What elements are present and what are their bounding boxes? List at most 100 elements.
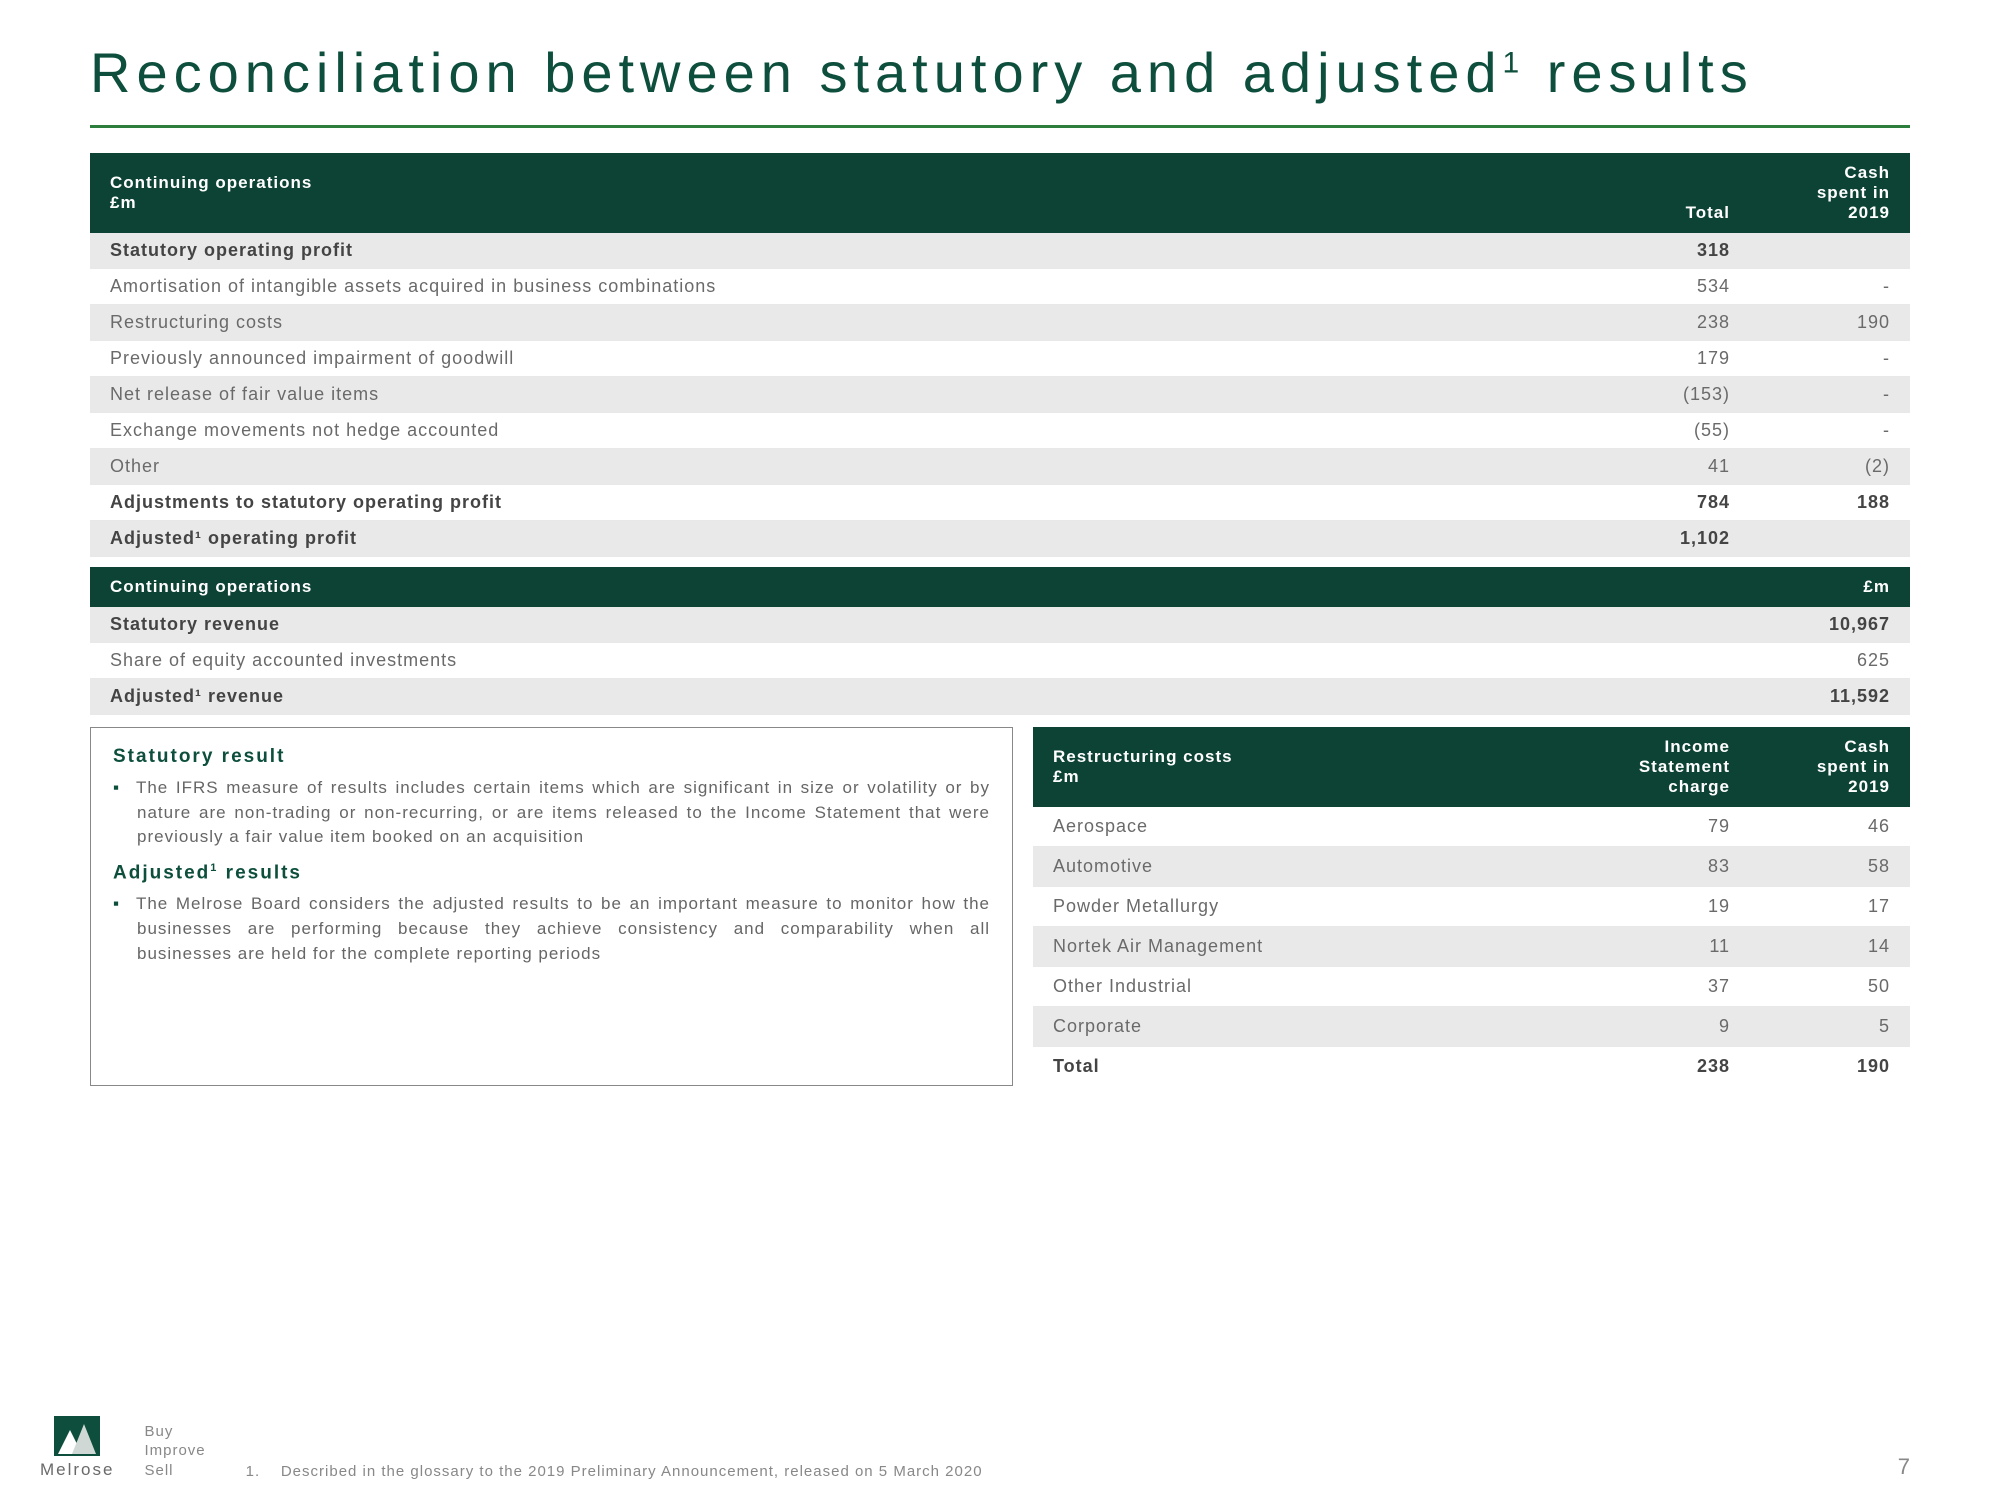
row-c1: 79: [1590, 807, 1750, 847]
adj-h-post: results: [218, 862, 302, 883]
row-cash: [1750, 233, 1910, 269]
row-cash: -: [1750, 413, 1910, 449]
row-cash: [1750, 521, 1910, 557]
row-total: (55): [1590, 413, 1750, 449]
row-val: 625: [1750, 643, 1910, 679]
adjusted-heading: Adjusted1 results: [113, 862, 990, 884]
row-c2: 5: [1750, 1007, 1910, 1047]
table-row: Statutory operating profit318: [90, 233, 1910, 269]
table-row: Adjusted¹ operating profit1,102: [90, 521, 1910, 557]
statutory-heading: Statutory result: [113, 746, 990, 768]
row-c2: 46: [1750, 807, 1910, 847]
table-row: Previously announced impairment of goodw…: [90, 341, 1910, 377]
row-c2: 50: [1750, 967, 1910, 1007]
adjusted-text: The Melrose Board considers the adjusted…: [137, 892, 990, 966]
row-cash: -: [1750, 269, 1910, 305]
row-c2: 14: [1750, 927, 1910, 967]
t1-hdr-c2a: Cash: [1770, 163, 1890, 183]
t2-hdr-label: Continuing operations: [90, 567, 1750, 607]
t3-c2b: spent in: [1770, 757, 1890, 777]
logo-text: Melrose: [40, 1460, 114, 1480]
restructuring-table: Restructuring costs £m Income Statement …: [1033, 727, 1910, 1086]
t3-c1b: Statement: [1610, 757, 1730, 777]
table-row: Exchange movements not hedge accounted(5…: [90, 413, 1910, 449]
table-row: Other Industrial3750: [1033, 967, 1910, 1007]
t3-total-row: Total 238 190: [1033, 1047, 1910, 1087]
row-total: 179: [1590, 341, 1750, 377]
row-total: 784: [1590, 485, 1750, 521]
row-cash: 188: [1750, 485, 1910, 521]
row-cash: -: [1750, 341, 1910, 377]
row-label: Other: [90, 449, 1590, 485]
row-val: 10,967: [1750, 607, 1910, 643]
table-row: Nortek Air Management1114: [1033, 927, 1910, 967]
t1-hdr-col1: Total: [1590, 153, 1750, 233]
adj-h-pre: Adjusted: [113, 862, 210, 883]
table3-header: Restructuring costs £m Income Statement …: [1033, 727, 1910, 807]
row-label: Automotive: [1033, 847, 1590, 887]
row-label: Other Industrial: [1033, 967, 1590, 1007]
bis-3: Sell: [144, 1461, 205, 1481]
revenue-block: Continuing operations £m Statutory reven…: [90, 567, 1910, 715]
explanation-box: Statutory result The IFRS measure of res…: [90, 727, 1013, 1086]
table-row: Restructuring costs238190: [90, 305, 1910, 341]
row-c2: 17: [1750, 887, 1910, 927]
row-cash: 190: [1750, 305, 1910, 341]
row-c1: 11: [1590, 927, 1750, 967]
title-pre: Reconciliation between statutory and adj…: [90, 41, 1503, 104]
table-row: Share of equity accounted investments625: [90, 643, 1910, 679]
row-total: 318: [1590, 233, 1750, 269]
page-title: Reconciliation between statutory and adj…: [90, 40, 1910, 105]
table2-header: Continuing operations £m: [90, 567, 1910, 607]
row-label: Powder Metallurgy: [1033, 887, 1590, 927]
fn-num: 1.: [246, 1463, 261, 1480]
restructuring-box: Restructuring costs £m Income Statement …: [1033, 727, 1910, 1086]
row-total: 1,102: [1590, 521, 1750, 557]
row-total: 41: [1590, 449, 1750, 485]
row-label: Exchange movements not hedge accounted: [90, 413, 1590, 449]
row-c1: 37: [1590, 967, 1750, 1007]
table1-header: Continuing operations £m Total Cash spen…: [90, 153, 1910, 233]
table-row: Powder Metallurgy1917: [1033, 887, 1910, 927]
row-label: Statutory operating profit: [90, 233, 1590, 269]
row-total: (153): [1590, 377, 1750, 413]
table-row: Corporate95: [1033, 1007, 1910, 1047]
row-label: Amortisation of intangible assets acquir…: [90, 269, 1590, 305]
row-total: 534: [1590, 269, 1750, 305]
table-row: Net release of fair value items(153)-: [90, 377, 1910, 413]
lower-section: Statutory result The IFRS measure of res…: [90, 727, 1910, 1086]
reconciliation-table: Continuing operations £m Total Cash spen…: [90, 153, 1910, 557]
row-cash: -: [1750, 377, 1910, 413]
row-label: Nortek Air Management: [1033, 927, 1590, 967]
row-label: Restructuring costs: [90, 305, 1590, 341]
table-row: Automotive8358: [1033, 847, 1910, 887]
revenue-table: Continuing operations £m Statutory reven…: [90, 567, 1910, 715]
t3-hdr-unit: £m: [1053, 767, 1570, 787]
table-row: Other41(2): [90, 449, 1910, 485]
table-row: Amortisation of intangible assets acquir…: [90, 269, 1910, 305]
table-row: Statutory revenue10,967: [90, 607, 1910, 643]
statutory-text: The IFRS measure of results includes cer…: [137, 776, 990, 850]
fn-text: Described in the glossary to the 2019 Pr…: [281, 1463, 983, 1480]
row-c1: 9: [1590, 1007, 1750, 1047]
row-c1: 19: [1590, 887, 1750, 927]
title-rule: [90, 125, 1910, 128]
row-cash: (2): [1750, 449, 1910, 485]
t3-hdr-label: Restructuring costs: [1053, 747, 1570, 767]
row-val: 11,592: [1750, 679, 1910, 715]
t1-hdr-c2b: spent in: [1770, 183, 1890, 203]
page-number: 7: [1898, 1454, 1910, 1480]
bis-1: Buy: [144, 1422, 205, 1442]
row-total: 238: [1590, 305, 1750, 341]
footnote: 1. Described in the glossary to the 2019…: [246, 1463, 1898, 1480]
t1-hdr-label: Continuing operations: [110, 173, 1570, 193]
table-row: Adjusted¹ revenue11,592: [90, 679, 1910, 715]
row-label: Aerospace: [1033, 807, 1590, 847]
t1-hdr-c2c: 2019: [1770, 203, 1890, 223]
t2-hdr-col: £m: [1750, 567, 1910, 607]
title-post: results: [1525, 41, 1754, 104]
row-label: Share of equity accounted investments: [90, 643, 1750, 679]
row-label: Corporate: [1033, 1007, 1590, 1047]
slide-container: Reconciliation between statutory and adj…: [0, 0, 2000, 1500]
row-label: Net release of fair value items: [90, 377, 1590, 413]
